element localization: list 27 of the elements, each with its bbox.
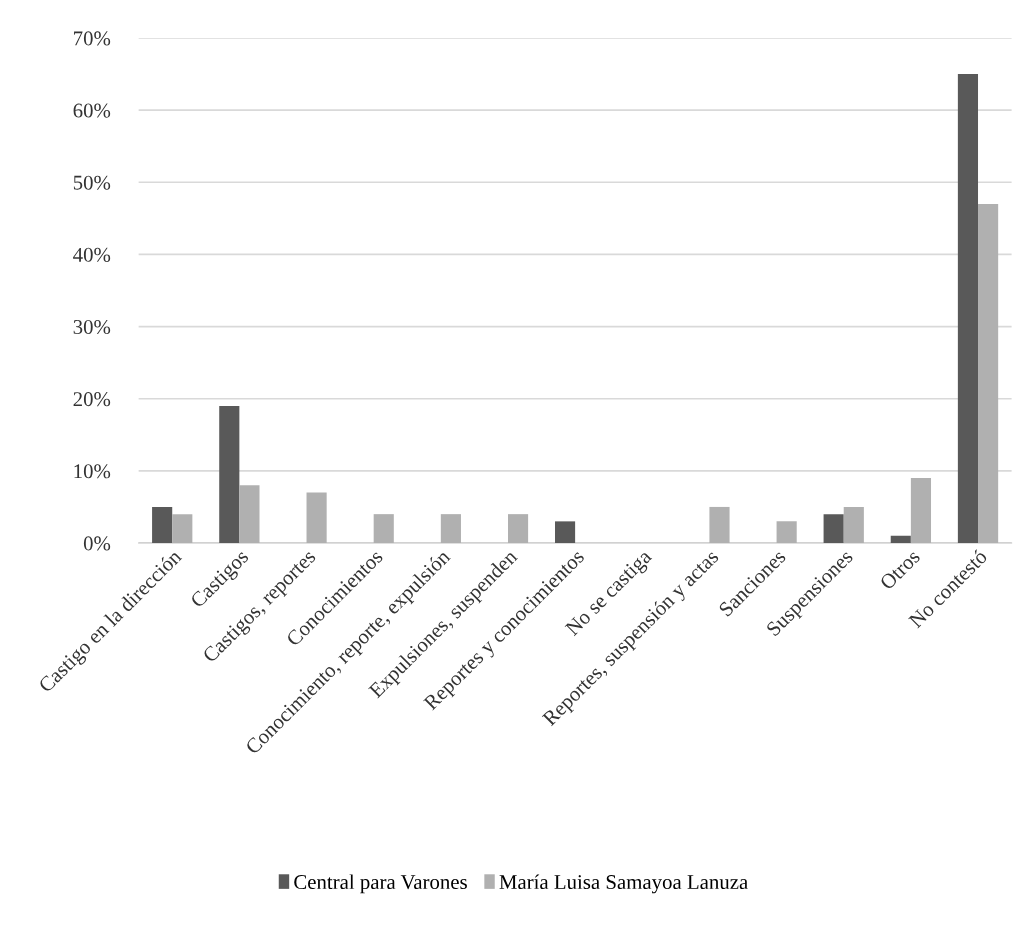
y-tick-label: 10% <box>74 464 111 479</box>
bar <box>152 506 173 543</box>
y-tick-label: 60% <box>73 103 111 118</box>
y-tick-label: 20% <box>73 392 111 407</box>
y-tick-label: 30% <box>73 319 111 335</box>
bar <box>890 535 911 543</box>
bar <box>219 405 240 543</box>
legend-label: María Luisa Samayoa Lanuza <box>499 874 748 894</box>
bar <box>843 506 864 543</box>
bar <box>306 492 327 543</box>
y-tick-label: 0% <box>83 536 111 551</box>
y-tick-label: 70% <box>74 31 111 46</box>
bar <box>709 506 730 543</box>
bar <box>957 74 979 543</box>
bar <box>172 514 193 543</box>
bar <box>554 521 576 543</box>
bar <box>239 485 260 543</box>
bar <box>910 478 932 543</box>
legend-label: Central para Varones <box>294 874 467 894</box>
y-tick-label: 50% <box>73 175 111 190</box>
bar <box>978 203 999 543</box>
y-tick-label: 40% <box>73 247 111 262</box>
bar <box>823 514 844 543</box>
bar <box>507 514 529 543</box>
bar <box>440 514 461 543</box>
bar <box>373 514 394 543</box>
bar <box>776 521 797 543</box>
